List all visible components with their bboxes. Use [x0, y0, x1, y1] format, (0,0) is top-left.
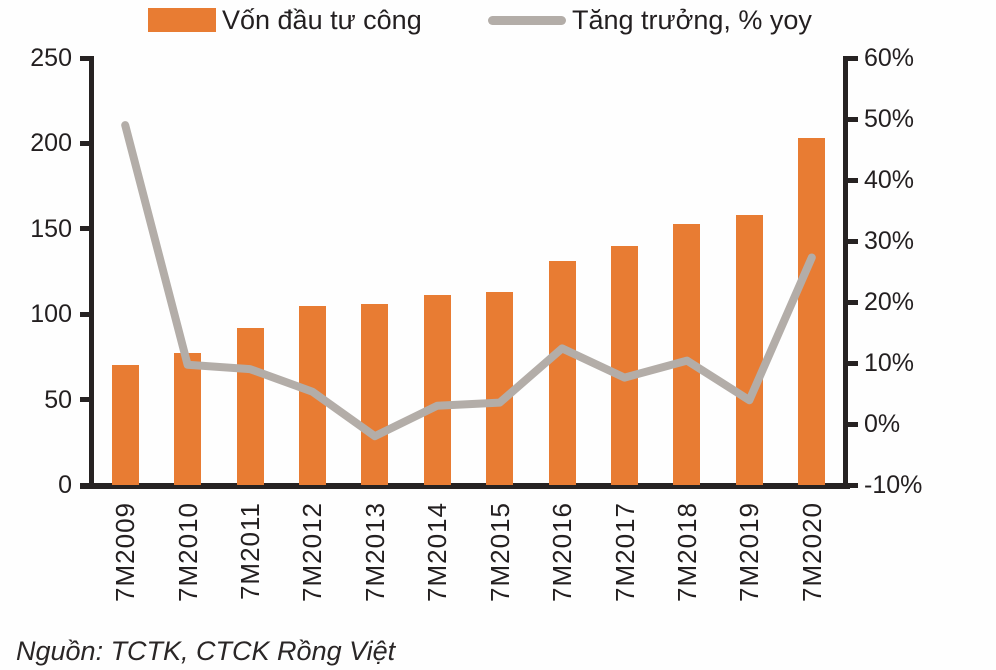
x-label-7M2009: 7M2009: [110, 502, 141, 602]
y-axis-right-tick: [844, 55, 858, 61]
bar-7M2014: [423, 295, 451, 485]
y-axis-right-label: 0%: [864, 410, 901, 438]
x-label-7M2017: 7M2017: [609, 502, 640, 602]
y-axis-right-label: 30%: [864, 227, 915, 255]
x-label-7M2018: 7M2018: [671, 502, 702, 602]
y-axis-left-label: 200: [30, 129, 72, 158]
x-label-7M2015: 7M2015: [484, 502, 515, 602]
bar-7M2018: [673, 223, 701, 485]
x-axis-line: [80, 483, 850, 489]
x-label-7M2011: 7M2011: [235, 502, 266, 601]
legend-label-capital: Vốn đầu tư công: [222, 4, 422, 35]
bar-7M2020: [798, 138, 826, 485]
y-axis-left-tick: [80, 482, 94, 488]
x-label-7M2013: 7M2013: [359, 502, 390, 602]
y-axis-right-label: 50%: [864, 105, 915, 133]
legend-label-growth: Tăng trưởng, % yoy: [572, 4, 812, 35]
bar-7M2015: [486, 291, 514, 485]
y-axis-left-label: 250: [30, 44, 72, 72]
y-axis-right-label: -10%: [864, 471, 923, 499]
x-label-7M2020: 7M2020: [796, 502, 827, 602]
growth-line: [121, 121, 816, 441]
bar-7M2010: [174, 353, 202, 485]
x-label-7M2010: 7M2010: [172, 502, 203, 602]
bar-7M2017: [611, 245, 639, 485]
legend-item-growth: Tăng trưởng, % yoy: [488, 0, 812, 40]
bar-7M2011: [236, 327, 264, 485]
x-label-7M2019: 7M2019: [734, 502, 765, 602]
legend-item-capital: Vốn đầu tư công: [148, 0, 422, 40]
bar-7M2013: [361, 303, 389, 485]
bar-7M2012: [298, 305, 326, 485]
y-axis-left-tick: [80, 311, 94, 317]
bar-7M2019: [735, 215, 763, 485]
y-axis-left-line: [89, 56, 94, 488]
y-axis-left-tick: [80, 226, 94, 232]
y-axis-left-tick: [80, 397, 94, 403]
x-label-7M2016: 7M2016: [547, 502, 578, 602]
y-axis-left-tick: [80, 55, 94, 61]
y-axis-right-line: [843, 56, 848, 488]
y-axis-right-tick: [844, 238, 858, 244]
y-axis-right-tick: [844, 360, 858, 366]
y-axis-left-label: 50: [44, 385, 72, 414]
y-axis-right-tick: [844, 177, 858, 183]
bar-7M2016: [548, 261, 576, 485]
y-axis-right-label: 20%: [864, 288, 915, 316]
x-label-7M2014: 7M2014: [422, 502, 453, 602]
bar-7M2009: [111, 365, 139, 485]
line-series-swatch: [488, 15, 566, 25]
y-axis-right-tick: [844, 482, 858, 488]
y-axis-right-label: 40%: [864, 166, 915, 194]
y-axis-right-tick: [844, 421, 858, 427]
y-axis-left-tick: [80, 140, 94, 146]
y-axis-right-label: 60%: [864, 44, 915, 72]
bar-series-swatch: [148, 8, 216, 32]
y-axis-right-tick: [844, 116, 858, 122]
x-label-7M2012: 7M2012: [297, 502, 328, 602]
y-axis-left-label: 150: [30, 214, 72, 243]
y-axis-right-tick: [844, 299, 858, 305]
source-note: Nguồn: TCTK, CTCK Rồng Việt: [16, 636, 396, 666]
y-axis-right-label: 10%: [864, 349, 915, 377]
y-axis-left-label: 0: [58, 471, 72, 499]
y-axis-left-label: 100: [30, 300, 72, 329]
